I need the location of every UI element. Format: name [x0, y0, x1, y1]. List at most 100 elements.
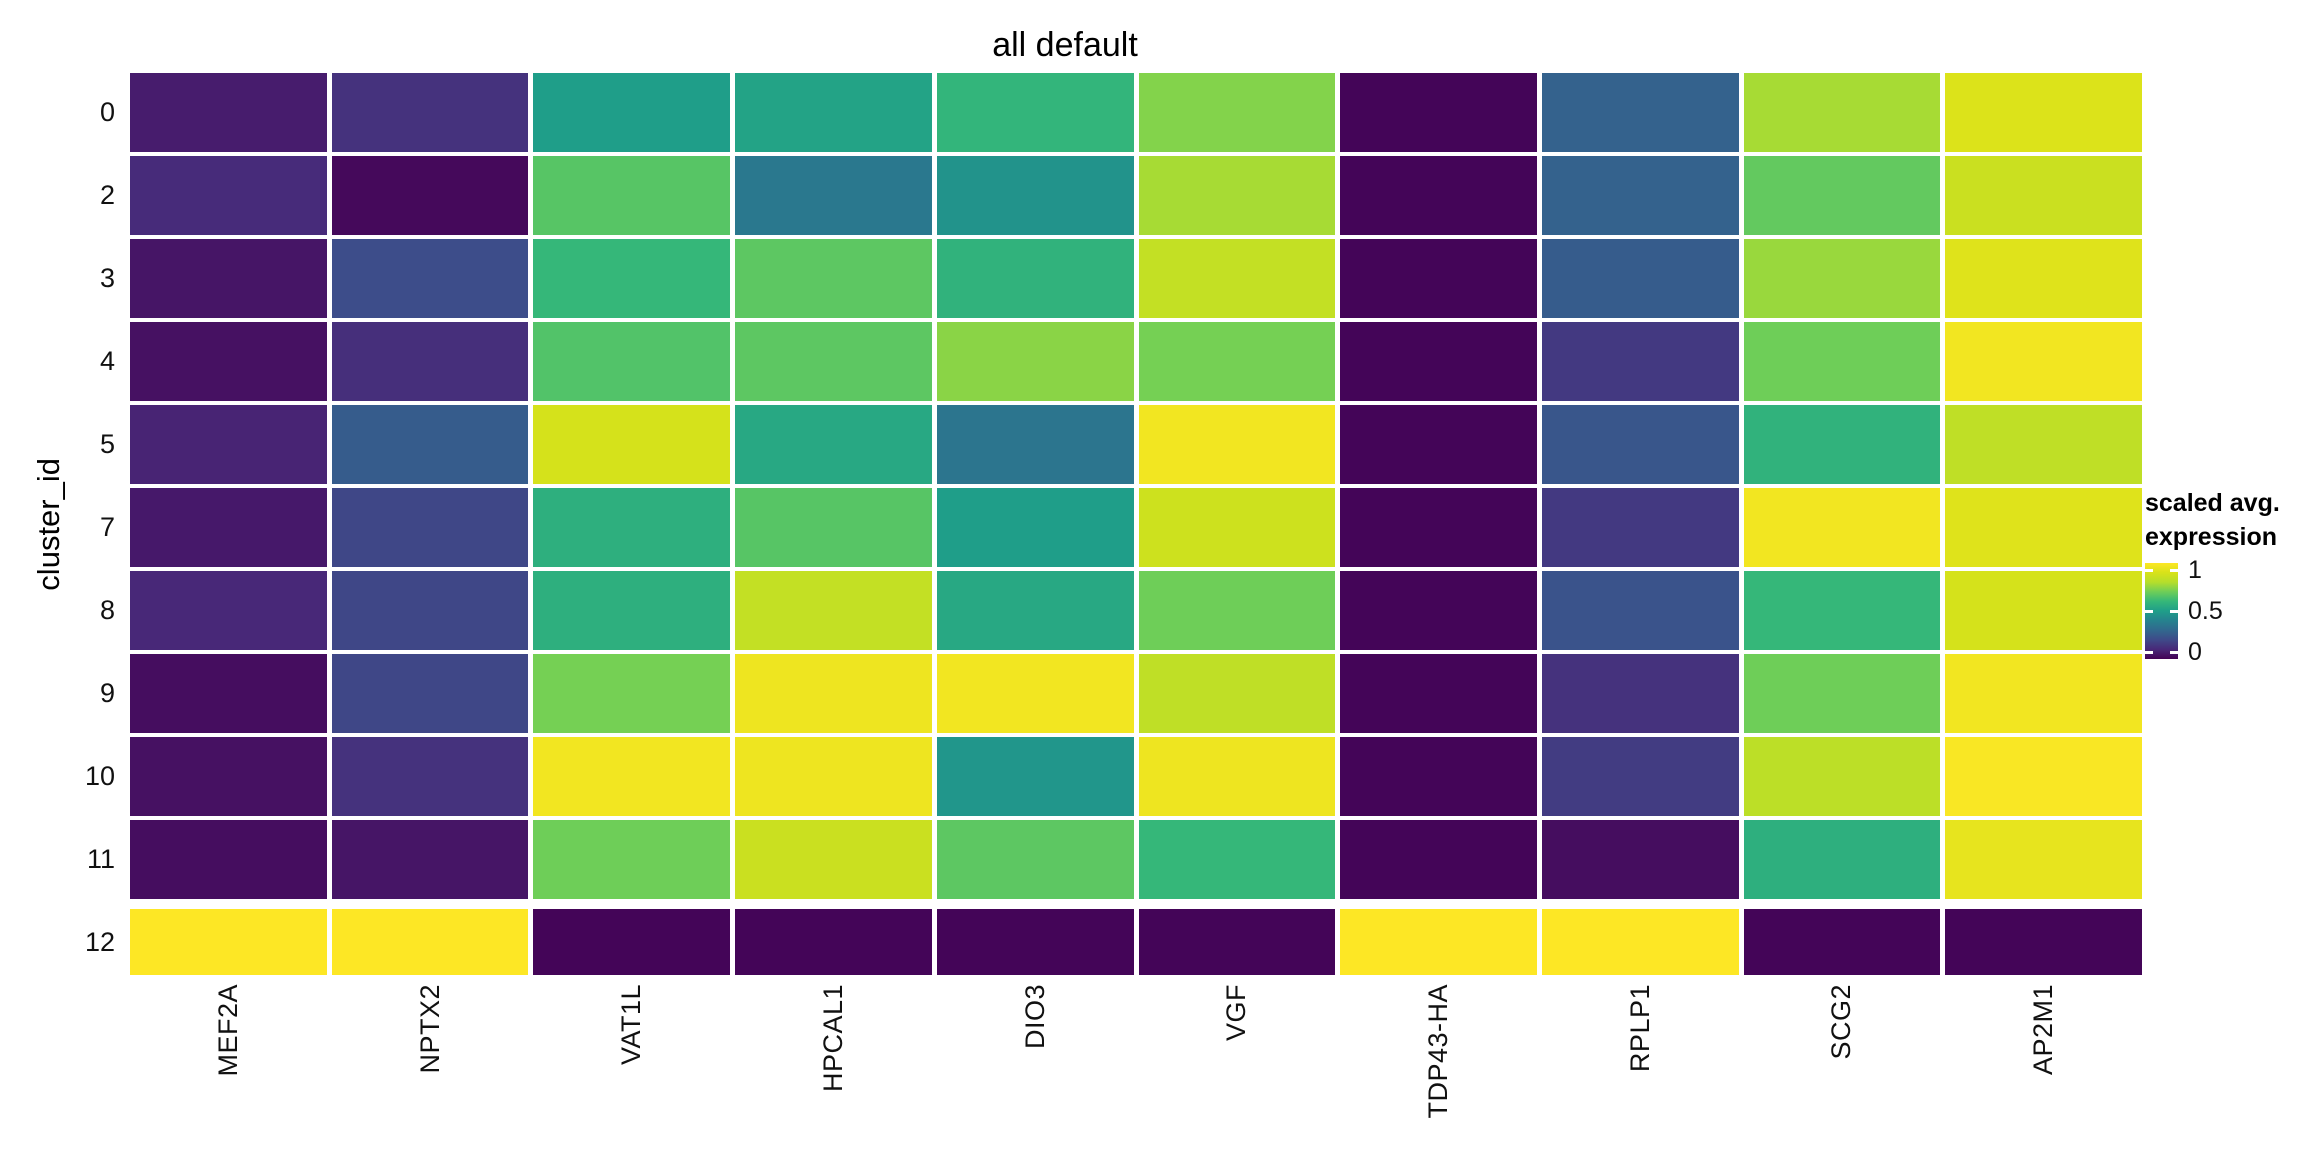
heatmap-cell: [1743, 156, 1941, 235]
heatmap-cell: [130, 322, 327, 401]
heatmap-cell: [1340, 909, 1537, 975]
heatmap-cell: [1138, 156, 1336, 235]
legend-title: scaled avg. expression: [2145, 486, 2303, 554]
heatmap-cell: [533, 571, 731, 650]
heatmap-cell: [331, 322, 529, 401]
y-tick-row: 9: [0, 654, 115, 733]
y-tick-row: 7: [0, 488, 115, 567]
y-tick-row: 5: [0, 405, 115, 484]
heatmap-cell: [1340, 239, 1537, 318]
x-tick-slot: DIO3: [937, 984, 1134, 1119]
x-tick-slot: MEF2A: [130, 984, 327, 1119]
y-tick-label: 4: [99, 346, 115, 376]
x-tick-label: SCG2: [1826, 984, 1857, 1060]
plot-title: all default: [992, 26, 1138, 64]
legend-tick-label: 1: [2188, 556, 2202, 584]
heatmap-row: [130, 737, 2143, 816]
heatmap-cell: [533, 820, 731, 899]
heatmap-cell: [533, 239, 731, 318]
heatmap-cell: [1945, 405, 2143, 484]
x-tick-label: RPLP1: [1624, 984, 1655, 1073]
x-tick-slot: AP2M1: [1945, 984, 2142, 1119]
heatmap-cell: [130, 737, 327, 816]
heatmap-row: [130, 820, 2143, 899]
heatmap-cell: [533, 405, 731, 484]
heatmap-cell: [331, 820, 529, 899]
heatmap-cell: [1340, 571, 1537, 650]
legend-body: 1 0.5 0: [2145, 556, 2303, 666]
heatmap-cell: [936, 571, 1134, 650]
heatmap-cell: [735, 820, 932, 899]
x-tick-slot: VGF: [1139, 984, 1336, 1119]
heatmap-cell: [735, 737, 932, 816]
heatmap-cell: [331, 239, 529, 318]
heatmap-cell: [1743, 571, 1941, 650]
heatmap-cell: [130, 571, 327, 650]
heatmap-cell: [1340, 73, 1537, 152]
legend-tick-mark: [2170, 609, 2178, 613]
heatmap-cell: [331, 654, 529, 733]
heatmap-cell: [130, 73, 327, 152]
heatmap-panel: [130, 73, 2143, 975]
heatmap-cell: [1945, 571, 2143, 650]
heatmap-cell: [1541, 654, 1739, 733]
heatmap-cell: [1340, 737, 1537, 816]
heatmap-cell: [735, 909, 932, 975]
heatmap-cell: [331, 156, 529, 235]
heatmap-row: [130, 322, 2143, 401]
heatmap-cell: [936, 737, 1134, 816]
legend-tick-mark: [2170, 650, 2178, 654]
heatmap-cell: [331, 73, 529, 152]
heatmap-cell: [331, 737, 529, 816]
heatmap-cell: [1541, 73, 1739, 152]
heatmap-cell: [1138, 239, 1336, 318]
heatmap-cell: [1340, 405, 1537, 484]
heatmap-cell: [1743, 737, 1941, 816]
heatmap-cell: [130, 654, 327, 733]
y-tick-label: 11: [86, 844, 115, 874]
heatmap-cell: [1541, 737, 1739, 816]
y-axis-tick-labels: 0 2 3 4 5 7 8 9 10 11 12: [0, 73, 115, 975]
heatmap-cell: [735, 239, 932, 318]
heatmap-cell: [1541, 571, 1739, 650]
y-tick-row: 0: [0, 73, 115, 152]
heatmap-cell: [533, 654, 731, 733]
heatmap-cell: [1541, 909, 1739, 975]
heatmap-cell: [130, 156, 327, 235]
heatmap-cell: [936, 322, 1134, 401]
heatmap-cell: [1340, 156, 1537, 235]
heatmap-cell: [1138, 909, 1336, 975]
heatmap-cell: [331, 488, 529, 567]
heatmap-cell: [1541, 156, 1739, 235]
heatmap-cell: [1138, 654, 1336, 733]
heatmap-cell: [331, 909, 529, 975]
legend-title-line2: expression: [2145, 523, 2278, 551]
x-tick-slot: VAT1L: [533, 984, 730, 1119]
heatmap-cell: [936, 156, 1134, 235]
heatmap-cell: [936, 405, 1134, 484]
x-tick-slot: NPTX2: [332, 984, 529, 1119]
heatmap-cell: [1945, 322, 2143, 401]
heatmap-cell: [936, 909, 1134, 975]
y-tick-row: 12: [0, 909, 115, 975]
heatmap-cell: [1138, 322, 1336, 401]
heatmap-row: [130, 654, 2143, 733]
x-tick-slot: HPCAL1: [735, 984, 932, 1119]
heatmap-cell: [1945, 737, 2143, 816]
heatmap-cell: [936, 488, 1134, 567]
heatmap-cell: [1743, 488, 1941, 567]
y-tick-label: 2: [99, 180, 115, 210]
heatmap-cell: [1541, 820, 1739, 899]
heatmap-cell: [533, 737, 731, 816]
heatmap-cell: [1541, 322, 1739, 401]
x-tick-label: HPCAL1: [817, 984, 848, 1093]
heatmap-row: [130, 73, 2143, 152]
heatmap-cell: [1340, 322, 1537, 401]
x-tick-slot: TDP43-HA: [1340, 984, 1537, 1119]
heatmap-cell: [130, 909, 327, 975]
heatmap-cell: [1138, 737, 1336, 816]
heatmap-cell: [1743, 820, 1941, 899]
heatmap-row: [130, 239, 2143, 318]
y-tick-row: 4: [0, 322, 115, 401]
